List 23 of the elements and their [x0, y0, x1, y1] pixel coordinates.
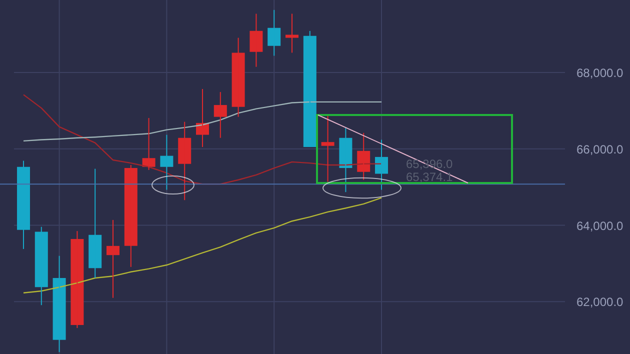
line-series: [22, 101, 382, 142]
candlestick: [124, 164, 138, 268]
candlestick: [232, 37, 245, 118]
candlestick: [250, 13, 263, 68]
candlestick: [52, 255, 66, 353]
candlestick: [106, 219, 120, 298]
y-tick-label: 66,000.0: [576, 142, 624, 156]
candlestick: [70, 230, 84, 329]
candlestick: [303, 30, 316, 148]
text: 65,374.1: [406, 170, 454, 184]
candlestick: [286, 13, 298, 54]
candlestick: [268, 9, 281, 56]
candlestick: [321, 114, 334, 182]
y-tick-label: 68,000.0: [576, 66, 624, 80]
y-tick-label: 62,000.0: [576, 295, 624, 310]
candlestick: [178, 121, 192, 201]
candlestick: [214, 92, 227, 138]
candlestick: [88, 168, 102, 279]
y-tick-label: 64,000.0: [576, 218, 624, 233]
line-series: [22, 197, 382, 294]
candlestick: [160, 134, 174, 190]
candlestick: [17, 160, 30, 250]
candlestick: [34, 226, 48, 306]
